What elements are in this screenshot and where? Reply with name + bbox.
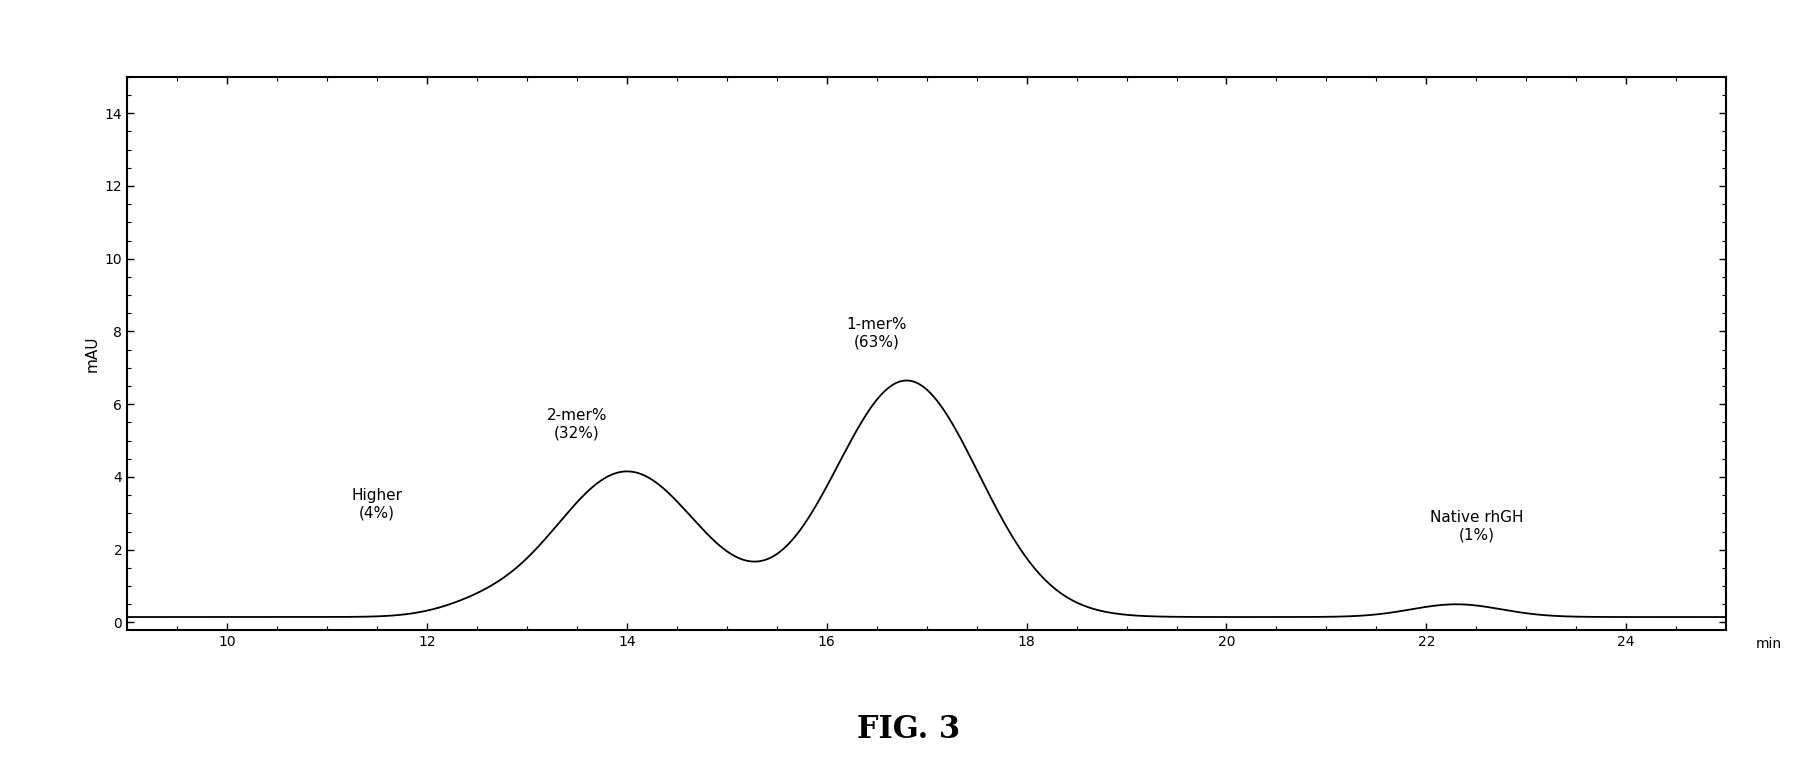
Text: 1-mer%
(63%): 1-mer% (63%) bbox=[847, 317, 907, 349]
Text: Native rhGH
(1%): Native rhGH (1%) bbox=[1430, 510, 1523, 542]
Text: Higher
(4%): Higher (4%) bbox=[351, 488, 403, 521]
Y-axis label: mAU: mAU bbox=[84, 335, 100, 372]
Text: min: min bbox=[1757, 637, 1782, 651]
Text: 2-mer%
(32%): 2-mer% (32%) bbox=[547, 408, 607, 441]
Text: FIG. 3: FIG. 3 bbox=[858, 714, 959, 745]
